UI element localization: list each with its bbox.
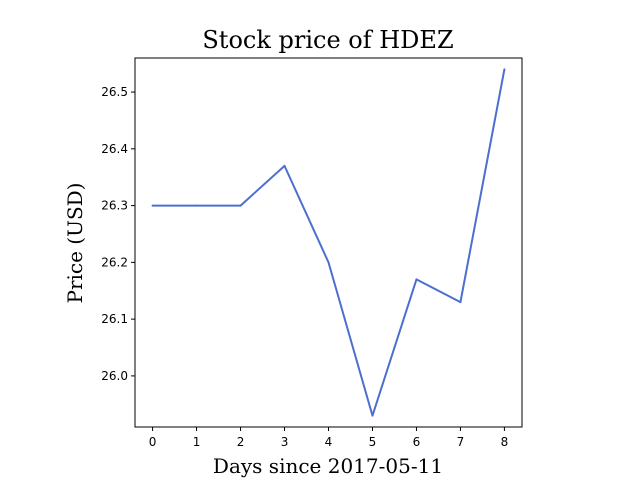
x-tick-label: 8 bbox=[501, 435, 509, 449]
x-tick-label: 3 bbox=[281, 435, 289, 449]
x-tick-label: 6 bbox=[413, 435, 421, 449]
price-point bbox=[503, 68, 506, 71]
price-point bbox=[459, 301, 462, 304]
price-point bbox=[195, 204, 198, 207]
x-tick-label: 0 bbox=[149, 435, 157, 449]
y-tick-label: 26.4 bbox=[101, 142, 128, 156]
y-tick-label: 26.2 bbox=[101, 255, 128, 269]
x-tick-label: 7 bbox=[457, 435, 465, 449]
price-point bbox=[239, 204, 242, 207]
chart-title: Stock price of HDEZ bbox=[202, 26, 453, 54]
price-line bbox=[152, 69, 506, 417]
price-point bbox=[415, 278, 418, 281]
price-point bbox=[327, 261, 330, 264]
series-group bbox=[151, 68, 506, 417]
x-tick-label: 5 bbox=[369, 435, 377, 449]
y-tick-label: 26.1 bbox=[101, 312, 128, 326]
x-tick-label: 4 bbox=[325, 435, 333, 449]
price-point bbox=[371, 414, 374, 417]
plot-frame bbox=[134, 57, 523, 428]
x-tick-label: 2 bbox=[237, 435, 245, 449]
price-point bbox=[283, 164, 286, 167]
x-axis-label: Days since 2017-05-11 bbox=[213, 454, 443, 478]
y-tick-label: 26.3 bbox=[101, 199, 128, 213]
y-axis: 26.0 26.1 26.2 26.3 26.4 26.5 bbox=[101, 85, 135, 383]
x-tick-label: 1 bbox=[193, 435, 201, 449]
y-tick-label: 26.5 bbox=[101, 85, 128, 99]
price-point bbox=[151, 204, 154, 207]
x-axis: 0 1 2 3 4 5 6 7 8 bbox=[149, 427, 508, 449]
y-tick-label: 26.0 bbox=[101, 369, 128, 383]
y-axis-label: Price (USD) bbox=[63, 182, 87, 303]
